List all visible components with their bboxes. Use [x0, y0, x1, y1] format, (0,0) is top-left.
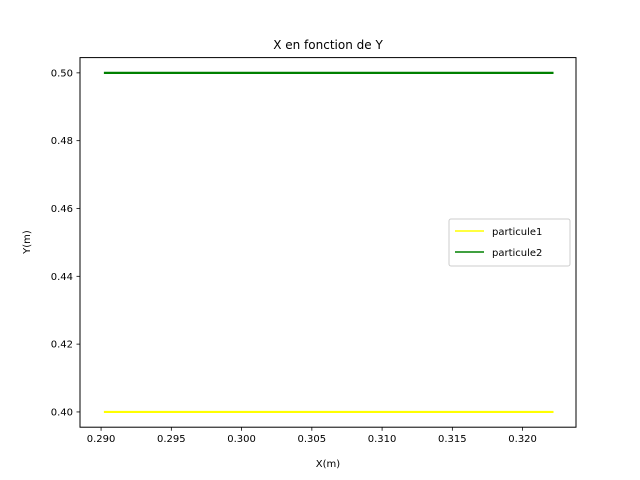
y-axis-ticks: 0.40 0.42 0.44 0.46 0.48 0.50 [51, 68, 80, 418]
legend-label-particule2: particule2 [492, 248, 542, 259]
legend: particule1 particule2 [448, 218, 571, 267]
y-tick-label: 0.48 [51, 136, 73, 147]
y-tick-label: 0.50 [51, 68, 73, 79]
x-tick-label: 0.300 [227, 434, 256, 445]
y-tick-label: 0.40 [51, 407, 73, 418]
x-tick-label: 0.290 [87, 434, 116, 445]
x-tick-label: 0.315 [438, 434, 467, 445]
plot-area-frame [79, 57, 577, 428]
y-tick-label: 0.44 [51, 272, 73, 283]
x-tick-label: 0.295 [157, 434, 186, 445]
series-layer [103, 71, 554, 414]
x-axis-label: X(m) [316, 459, 340, 470]
x-tick-label: 0.320 [508, 434, 537, 445]
y-tick-label: 0.42 [51, 340, 73, 351]
x-axis-ticks: 0.290 0.295 0.300 0.305 0.310 0.315 0.320 [87, 427, 537, 445]
chart-title: X en fonction de Y [273, 38, 383, 52]
y-axis-label: Y(m) [22, 230, 33, 255]
legend-label-particule1: particule1 [492, 227, 542, 238]
x-tick-label: 0.305 [298, 434, 327, 445]
y-tick-label: 0.46 [51, 204, 73, 215]
x-tick-label: 0.310 [368, 434, 397, 445]
